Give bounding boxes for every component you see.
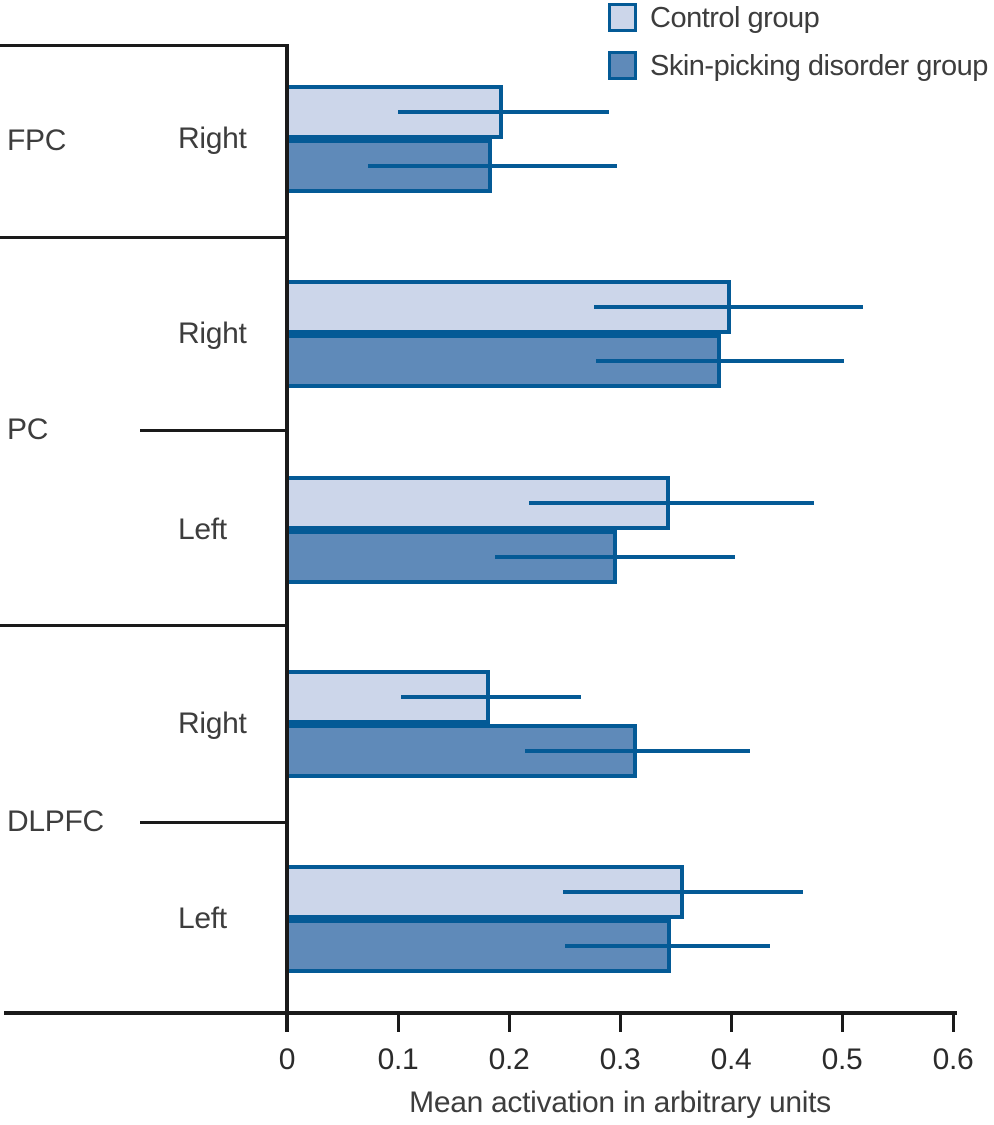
region-label-fpc: FPC [7,124,67,157]
error-bar-dlpfc-left-control [563,890,804,894]
x-axis-line [4,1011,957,1015]
hemisphere-label-pc-right: Right [178,317,247,350]
x-tick-label-0.6: 0.6 [932,1043,974,1076]
control-group-swatch [608,3,637,32]
frame-top-line [0,44,289,47]
x-axis-title: Mean activation in arbitrary units [409,1086,831,1119]
x-tick-0.6 [951,1015,955,1032]
error-bar-pc-left-control [528,501,815,505]
error-bar-fpc-right-spd [368,164,617,168]
x-tick-label-0.4: 0.4 [710,1043,752,1076]
x-tick-0 [285,1015,289,1032]
hemisphere-label-pc-left: Left [178,513,227,546]
separator-pc-dlpfc [0,624,289,627]
error-bar-dlpfc-left-spd [564,944,770,948]
x-tick-label-0: 0 [278,1043,296,1076]
legend-label-control: Control group [650,2,820,34]
divider-dlpfc-right-left [140,821,287,824]
region-label-dlpfc: DLPFC [7,805,104,838]
legend-label-spd: Skin-picking disorder group [650,50,988,82]
x-tick-0.2 [507,1015,511,1032]
y-axis-spine [285,44,289,1032]
x-tick-label-0.5: 0.5 [821,1043,863,1076]
hemisphere-label-fpc-right: Right [178,122,247,155]
error-bar-pc-right-spd [595,359,845,363]
x-tick-0.5 [840,1015,844,1032]
x-tick-0.3 [618,1015,622,1032]
x-tick-label-0.3: 0.3 [599,1043,641,1076]
error-bar-fpc-right-control [398,110,609,114]
region-label-pc: PC [7,413,49,446]
hemisphere-label-dlpfc-left: Left [178,902,227,935]
spd-group-swatch [608,51,637,80]
hemisphere-label-dlpfc-right: Right [178,707,247,740]
x-tick-label-0.2: 0.2 [488,1043,530,1076]
error-bar-dlpfc-right-spd [524,749,750,753]
separator-fpc-pc [0,236,289,239]
x-tick-0.1 [396,1015,400,1032]
error-bar-pc-right-control [594,305,864,309]
x-tick-0.4 [729,1015,733,1032]
error-bar-dlpfc-right-control [401,695,582,699]
bar-pc-right-spd [289,334,721,388]
divider-pc-right-left [140,429,287,432]
x-tick-label-0.1: 0.1 [377,1043,419,1076]
error-bar-pc-left-spd [494,555,736,559]
